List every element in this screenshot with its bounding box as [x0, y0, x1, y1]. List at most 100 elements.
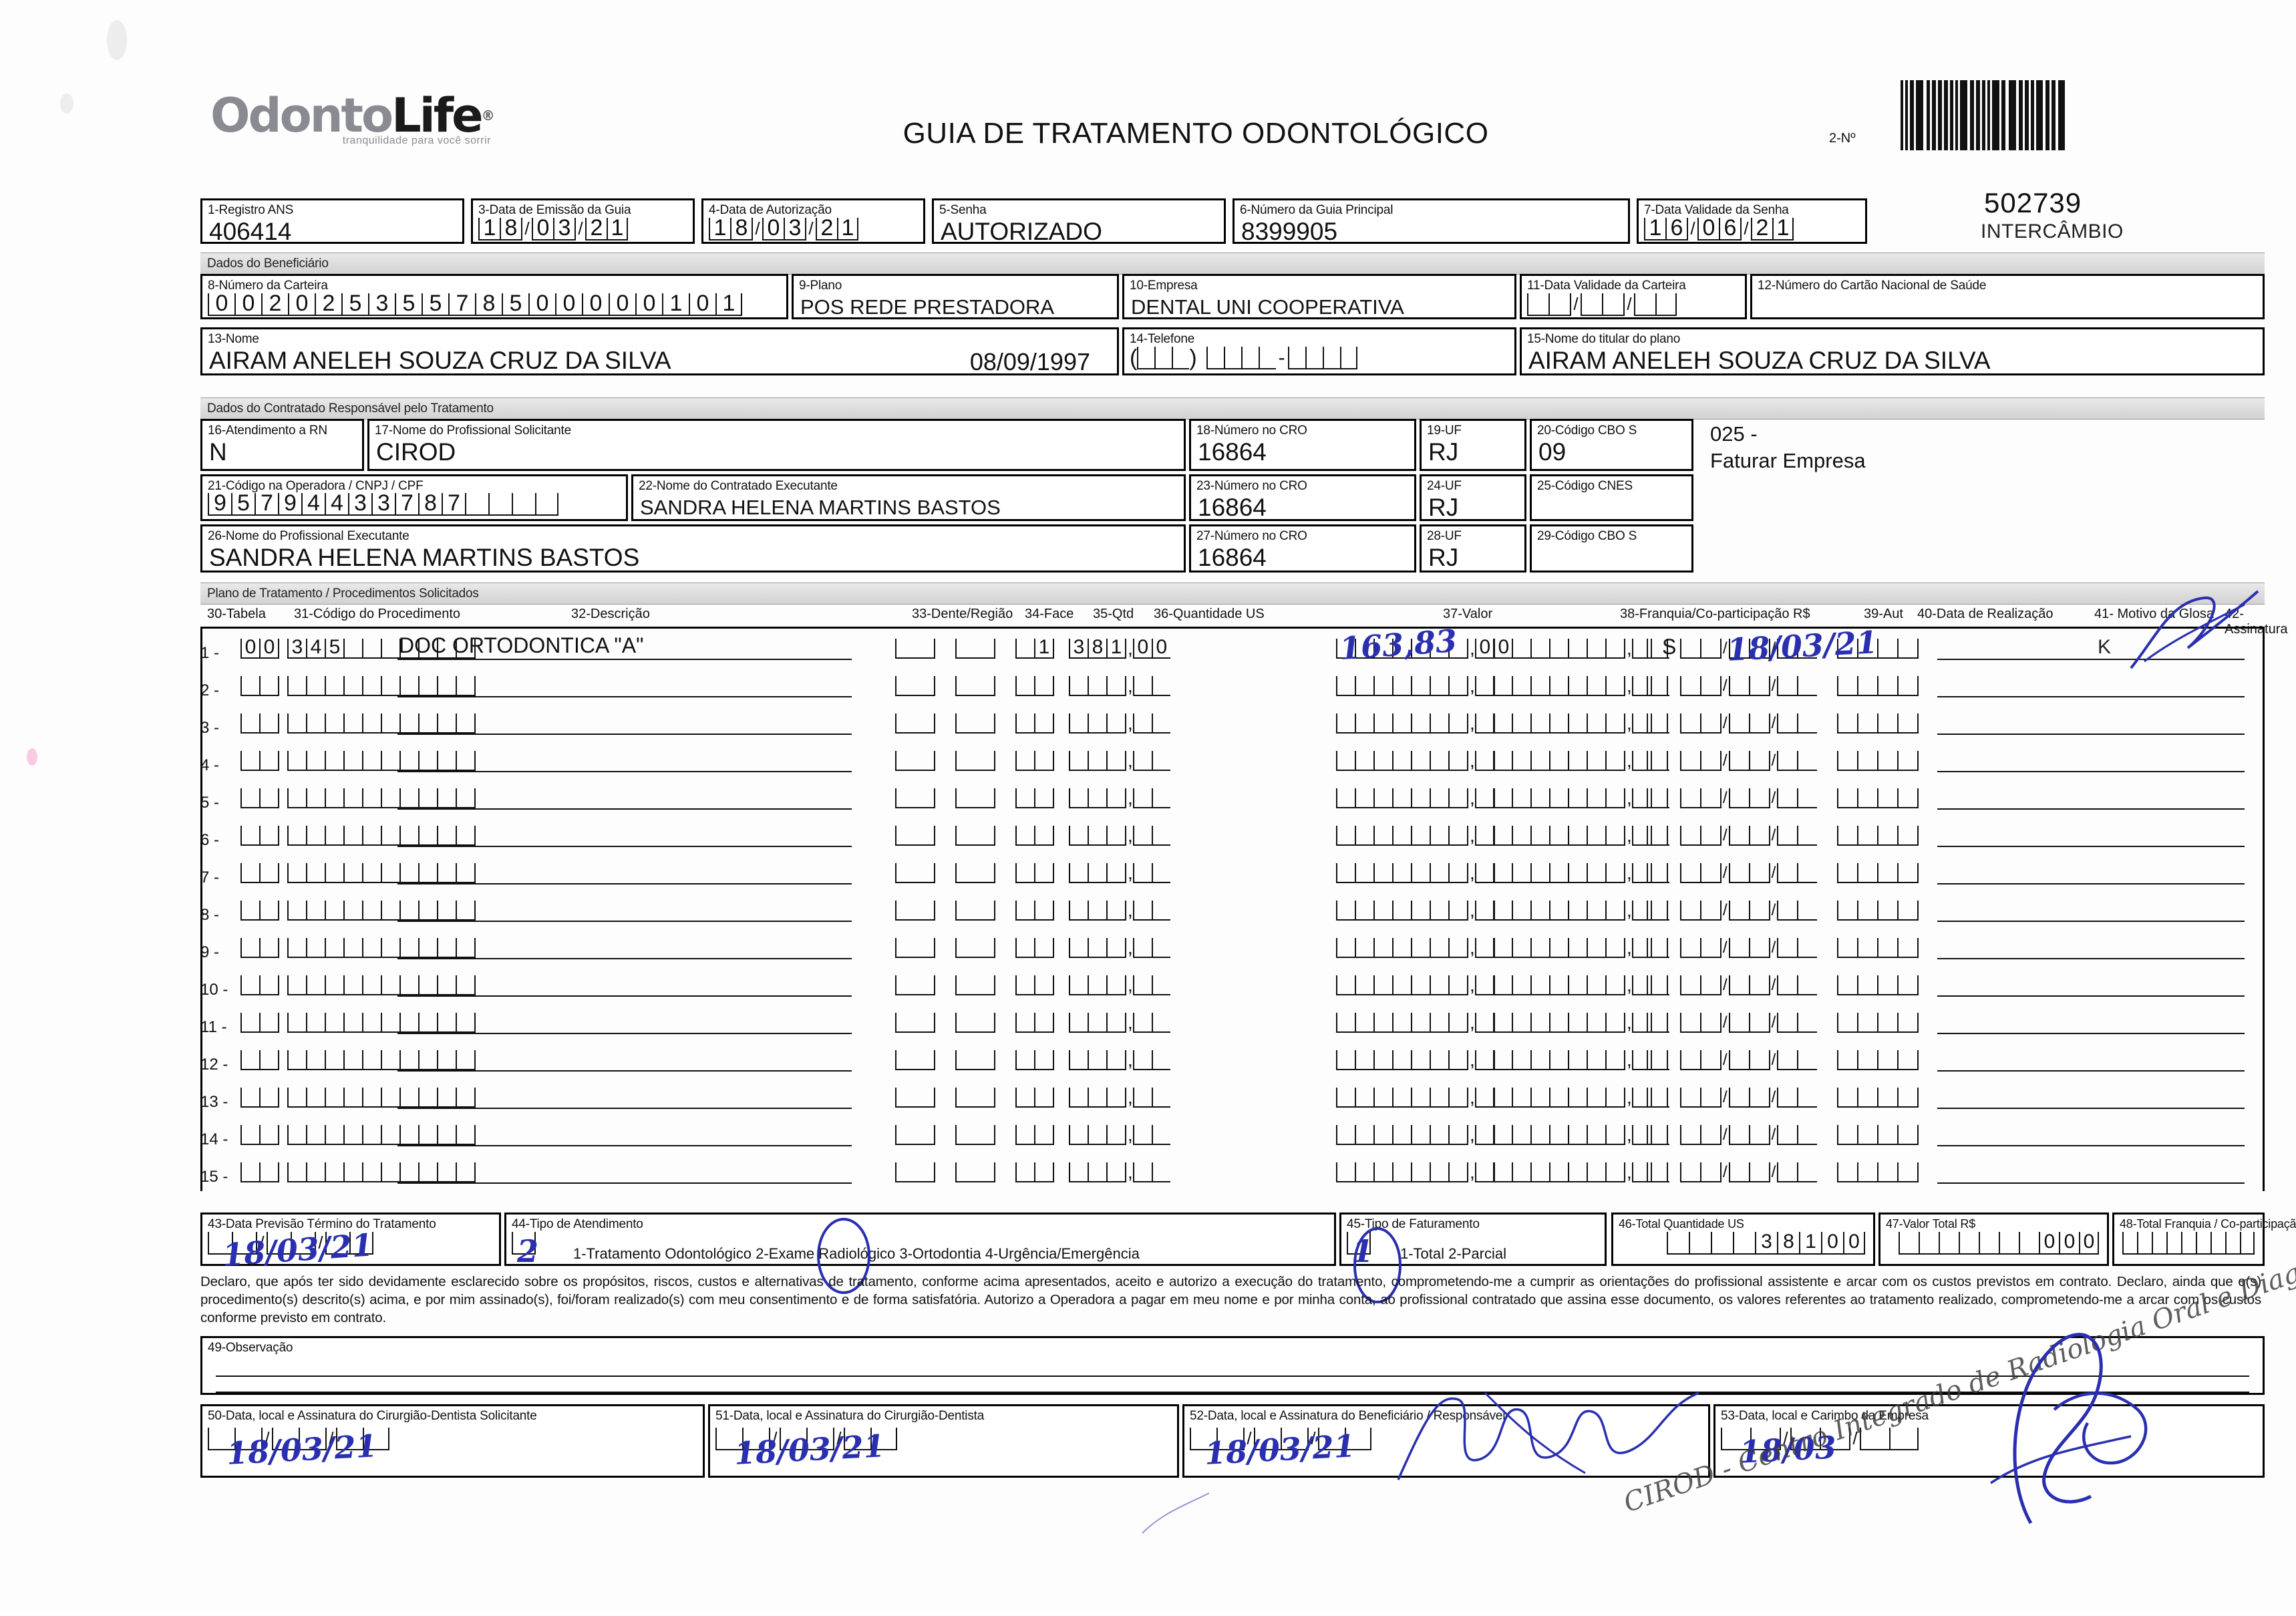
digit-cell[interactable] — [1151, 975, 1170, 995]
digit-cell[interactable] — [1777, 1088, 1798, 1108]
digit-cell[interactable] — [895, 938, 934, 958]
cell-group[interactable] — [1336, 676, 1468, 696]
digit-cell[interactable] — [1088, 1162, 1106, 1182]
digit-cell[interactable]: 1 — [715, 292, 742, 316]
cell-group[interactable] — [1069, 713, 1126, 734]
digit-cell[interactable]: 2 — [1751, 216, 1772, 240]
cell-group[interactable] — [287, 1013, 476, 1033]
digit-cell[interactable] — [1631, 639, 1651, 659]
digit-cell[interactable] — [1512, 1162, 1530, 1182]
digit-cell[interactable] — [1318, 1428, 1345, 1450]
table-row[interactable]: 1 -0 0 3 4 5 1 3 8 1, 0 0, 0 0, / / — [200, 629, 2258, 671]
digit-cell[interactable] — [1568, 1050, 1587, 1070]
cell-group[interactable] — [1647, 901, 1668, 921]
digit-cell[interactable] — [1474, 901, 1494, 921]
digit-cell[interactable] — [1700, 1013, 1720, 1033]
digit-cell[interactable] — [2166, 1232, 2181, 1255]
digit-cell[interactable] — [240, 713, 259, 734]
digit-cell[interactable] — [2225, 1232, 2240, 1255]
digit-cell[interactable] — [1549, 1050, 1568, 1070]
cell-group[interactable] — [1493, 639, 1625, 659]
digit-cell[interactable] — [1137, 347, 1155, 369]
digit-cell[interactable]: 5 — [341, 292, 368, 316]
digit-cell[interactable] — [1897, 1125, 1917, 1145]
digit-cell[interactable]: 9 — [208, 492, 231, 516]
digit-cell[interactable] — [1430, 676, 1448, 696]
digit-cell[interactable] — [362, 1013, 381, 1033]
digit-cell[interactable] — [399, 1162, 418, 1182]
cell-group[interactable]: 1 — [1015, 637, 1054, 659]
digit-cell[interactable] — [1088, 1088, 1106, 1108]
digit-cell[interactable] — [715, 1428, 742, 1450]
assinatura-underline[interactable] — [1937, 1182, 2245, 1184]
digit-cell[interactable] — [1448, 938, 1467, 958]
digit-cell[interactable] — [456, 788, 474, 808]
digit-cell[interactable] — [1392, 713, 1411, 734]
digit-cell[interactable] — [1634, 293, 1655, 316]
digit-cell[interactable] — [1837, 938, 1857, 958]
digit-cell[interactable] — [1605, 1125, 1624, 1145]
digit-cell[interactable] — [399, 713, 418, 734]
digit-cell[interactable] — [1034, 1125, 1053, 1145]
digit-cell[interactable] — [1797, 1088, 1818, 1108]
digit-cell[interactable] — [1728, 1162, 1749, 1182]
digit-cell[interactable] — [418, 1088, 437, 1108]
digit-cell[interactable] — [1631, 1088, 1651, 1108]
digit-cell[interactable] — [1777, 676, 1798, 696]
cell-group[interactable] — [1069, 1050, 1126, 1070]
cell-group[interactable] — [895, 751, 935, 771]
digit-cell[interactable] — [1512, 901, 1530, 921]
cell-group[interactable] — [240, 938, 279, 958]
digit-cell[interactable]: 0 — [609, 292, 635, 316]
digit-cell[interactable] — [1430, 1125, 1448, 1145]
digit-cell[interactable] — [1777, 1013, 1798, 1033]
field-total-franquia-digits[interactable] — [2114, 1232, 2263, 1255]
digit-cell[interactable] — [955, 938, 994, 958]
digit-cell[interactable] — [325, 1232, 349, 1255]
digit-cell[interactable] — [1448, 1013, 1467, 1033]
digit-cell[interactable] — [1605, 639, 1624, 659]
digit-cell[interactable] — [299, 1428, 325, 1450]
cell-group[interactable] — [1069, 788, 1126, 808]
digit-cell[interactable] — [1605, 901, 1624, 921]
digit-cell[interactable] — [1568, 975, 1587, 995]
cell-group[interactable] — [1015, 1013, 1054, 1033]
digit-cell[interactable] — [1979, 1232, 1999, 1255]
digit-cell[interactable] — [1530, 1125, 1549, 1145]
digit-cell[interactable] — [1587, 901, 1605, 921]
table-row[interactable]: 7 -,,, / / — [200, 854, 2258, 896]
digit-cell[interactable] — [325, 1050, 343, 1070]
digit-cell[interactable] — [535, 493, 558, 516]
digit-cell[interactable]: 0 — [240, 637, 259, 659]
assinatura-underline[interactable] — [1937, 1070, 2245, 1072]
digit-cell[interactable] — [1877, 975, 1897, 995]
digit-cell[interactable]: 4 — [325, 492, 348, 516]
digit-cell[interactable] — [1549, 863, 1568, 883]
digit-cell[interactable]: 5 — [325, 637, 343, 659]
digit-cell[interactable] — [1069, 1162, 1088, 1182]
digit-cell[interactable] — [1680, 863, 1700, 883]
cell-group[interactable] — [1336, 1050, 1468, 1070]
digit-cell[interactable] — [362, 713, 381, 734]
digit-cell[interactable] — [1530, 713, 1549, 734]
digit-cell[interactable]: 0 — [532, 216, 553, 240]
digit-cell[interactable] — [1448, 975, 1467, 995]
digit-cell[interactable] — [1680, 1125, 1700, 1145]
digit-cell[interactable] — [306, 1013, 325, 1033]
digit-cell[interactable] — [343, 938, 362, 958]
digit-cell[interactable] — [1474, 751, 1494, 771]
digit-cell[interactable] — [381, 826, 399, 846]
cell-group[interactable]: , — [1128, 676, 1170, 696]
digit-cell[interactable] — [1493, 1125, 1512, 1145]
digit-cell[interactable] — [1106, 1162, 1125, 1182]
digit-cell[interactable] — [870, 1428, 897, 1450]
digit-cell[interactable] — [1512, 1013, 1530, 1033]
digit-cell[interactable] — [381, 1162, 399, 1182]
cell-group[interactable]: , — [1128, 1013, 1170, 1033]
digit-cell[interactable] — [1897, 751, 1917, 771]
digit-cell[interactable] — [1430, 1162, 1448, 1182]
digit-cell[interactable] — [362, 676, 381, 696]
digit-cell[interactable] — [1132, 1050, 1152, 1070]
digit-cell[interactable] — [895, 901, 934, 921]
digit-cell[interactable] — [1151, 1013, 1170, 1033]
